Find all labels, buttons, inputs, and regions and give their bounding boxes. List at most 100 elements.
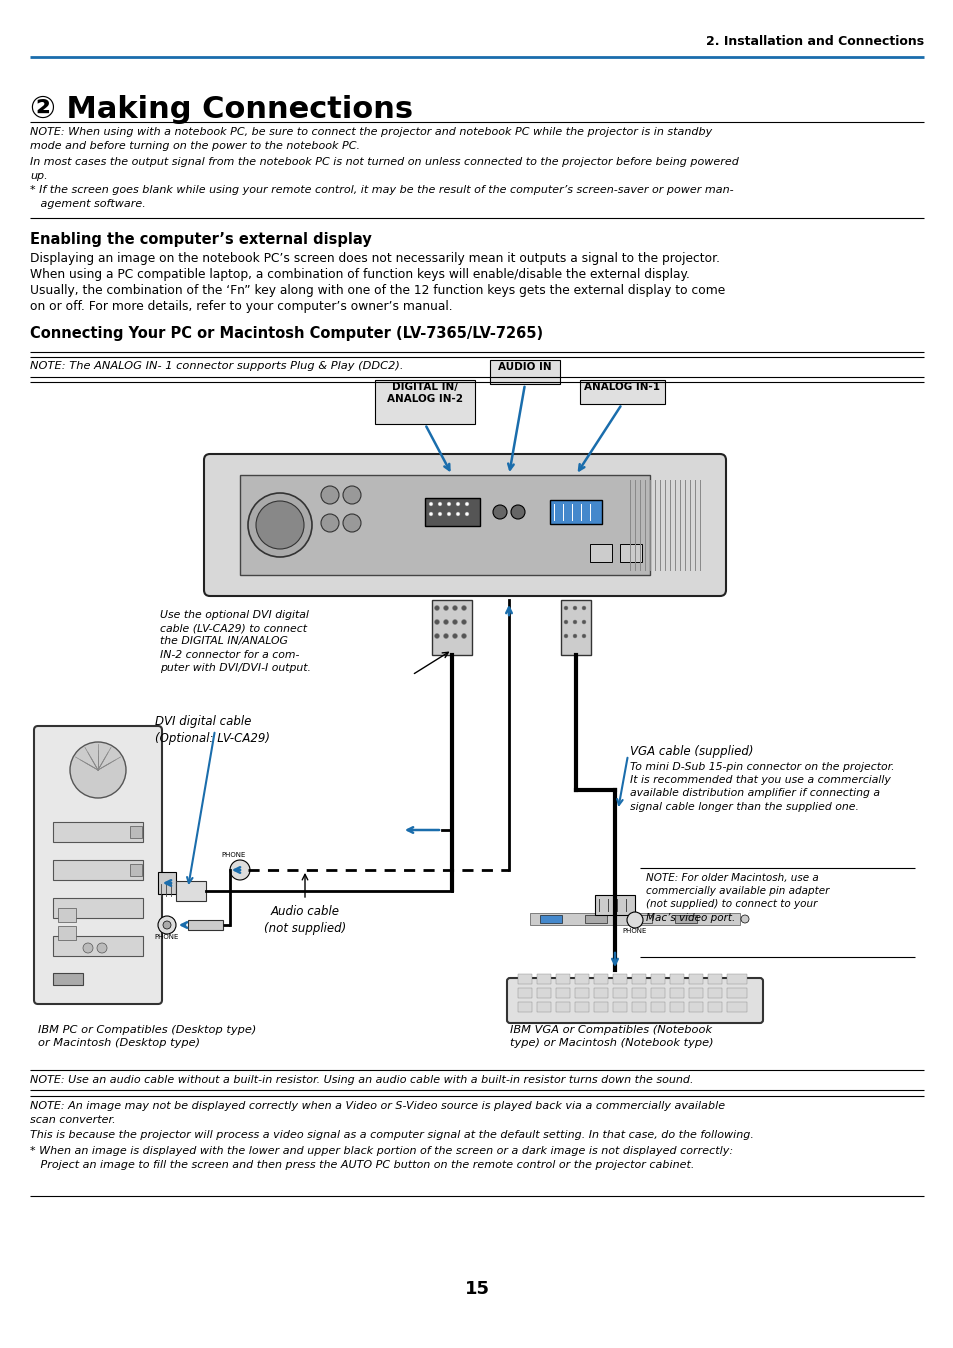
Text: DIGITAL IN/
ANALOG IN-2: DIGITAL IN/ ANALOG IN-2	[387, 381, 462, 404]
Text: Usually, the combination of the ‘Fn” key along with one of the 12 function keys : Usually, the combination of the ‘Fn” key…	[30, 284, 724, 297]
Circle shape	[493, 506, 506, 519]
Bar	[158, 872, 175, 894]
Text: AUDIO IN: AUDIO IN	[497, 363, 551, 372]
Bar	[130, 864, 142, 876]
Bar	[424, 497, 479, 526]
Text: When using a PC compatible laptop, a combination of function keys will enable/di: When using a PC compatible laptop, a com…	[30, 268, 689, 280]
Bar	[58, 909, 76, 922]
Text: IBM VGA or Compatibles (Notebook
type) or Macintosh (Notebook type): IBM VGA or Compatibles (Notebook type) o…	[510, 1024, 713, 1049]
Bar	[53, 860, 143, 880]
Bar	[631, 975, 645, 984]
Circle shape	[97, 944, 107, 953]
Bar	[688, 975, 702, 984]
Circle shape	[320, 487, 338, 504]
Bar	[613, 988, 626, 998]
Text: on or off. For more details, refer to your computer’s owner’s manual.: on or off. For more details, refer to yo…	[30, 301, 452, 313]
Text: VGA cable (supplied): VGA cable (supplied)	[629, 745, 753, 758]
Circle shape	[452, 605, 457, 611]
Circle shape	[163, 921, 171, 929]
Circle shape	[255, 501, 304, 549]
Bar	[688, 988, 702, 998]
Circle shape	[83, 944, 92, 953]
Circle shape	[429, 512, 433, 516]
Text: IBM PC or Compatibles (Desktop type)
or Macintosh (Desktop type): IBM PC or Compatibles (Desktop type) or …	[38, 1024, 256, 1049]
Bar	[619, 545, 641, 562]
Circle shape	[443, 620, 448, 624]
Circle shape	[70, 741, 126, 798]
Circle shape	[434, 620, 439, 624]
Bar	[175, 882, 206, 900]
Text: Displaying an image on the notebook PC’s screen does not necessarily mean it out: Displaying an image on the notebook PC’s…	[30, 252, 720, 266]
Bar	[594, 1002, 607, 1012]
Text: PHONE: PHONE	[154, 934, 179, 940]
Bar	[669, 975, 683, 984]
Bar	[669, 988, 683, 998]
Bar	[631, 988, 645, 998]
Bar	[432, 600, 472, 655]
Bar	[594, 988, 607, 998]
Bar	[726, 1002, 746, 1012]
Circle shape	[248, 493, 312, 557]
Circle shape	[563, 607, 567, 611]
Circle shape	[452, 620, 457, 624]
Circle shape	[626, 913, 642, 927]
Text: In most cases the output signal from the notebook PC is not turned on unless con: In most cases the output signal from the…	[30, 156, 739, 181]
Bar	[707, 988, 721, 998]
Bar	[650, 1002, 664, 1012]
Bar	[550, 500, 601, 524]
Bar	[556, 1002, 569, 1012]
FancyBboxPatch shape	[34, 727, 162, 1004]
Circle shape	[563, 620, 567, 624]
Text: Connecting Your PC or Macintosh Computer (LV-7365/LV-7265): Connecting Your PC or Macintosh Computer…	[30, 326, 542, 341]
Bar	[537, 988, 551, 998]
Circle shape	[461, 605, 466, 611]
Bar	[53, 973, 83, 985]
Text: 2. Installation and Connections: 2. Installation and Connections	[705, 35, 923, 49]
Circle shape	[443, 605, 448, 611]
Text: ② Making Connections: ② Making Connections	[30, 94, 413, 124]
Bar	[53, 822, 143, 842]
Bar	[575, 988, 588, 998]
Text: NOTE: For older Macintosh, use a
commercially available pin adapter
(not supplie: NOTE: For older Macintosh, use a commerc…	[645, 874, 828, 922]
Bar	[556, 988, 569, 998]
Text: 15: 15	[464, 1281, 489, 1298]
Bar	[726, 975, 746, 984]
Circle shape	[456, 501, 459, 506]
Text: ANALOG IN-1: ANALOG IN-1	[583, 381, 659, 392]
Circle shape	[343, 487, 360, 504]
Bar	[594, 975, 607, 984]
Circle shape	[320, 514, 338, 532]
Bar	[517, 988, 532, 998]
Bar	[58, 926, 76, 940]
Circle shape	[563, 634, 567, 638]
Text: * When an image is displayed with the lower and upper black portion of the scree: * When an image is displayed with the lo…	[30, 1146, 732, 1170]
Circle shape	[437, 512, 441, 516]
Circle shape	[464, 501, 469, 506]
Circle shape	[447, 512, 451, 516]
Bar	[530, 913, 740, 925]
Circle shape	[573, 634, 577, 638]
Bar	[517, 1002, 532, 1012]
Circle shape	[461, 634, 466, 639]
Bar	[613, 1002, 626, 1012]
Bar	[584, 915, 606, 923]
Circle shape	[434, 634, 439, 639]
Circle shape	[456, 512, 459, 516]
Bar	[130, 826, 142, 838]
Bar	[579, 380, 664, 404]
Bar	[53, 898, 143, 918]
Text: Use the optional DVI digital
cable (LV-CA29) to connect
the DIGITAL IN/ANALOG
IN: Use the optional DVI digital cable (LV-C…	[160, 611, 311, 673]
Bar	[650, 988, 664, 998]
Circle shape	[511, 506, 524, 519]
FancyBboxPatch shape	[506, 979, 762, 1023]
Circle shape	[573, 620, 577, 624]
Bar	[613, 975, 626, 984]
Circle shape	[581, 634, 585, 638]
Bar	[707, 1002, 721, 1012]
Circle shape	[464, 512, 469, 516]
Circle shape	[740, 915, 748, 923]
Text: PHONE: PHONE	[622, 927, 646, 934]
Circle shape	[581, 607, 585, 611]
Circle shape	[581, 620, 585, 624]
Circle shape	[461, 620, 466, 624]
